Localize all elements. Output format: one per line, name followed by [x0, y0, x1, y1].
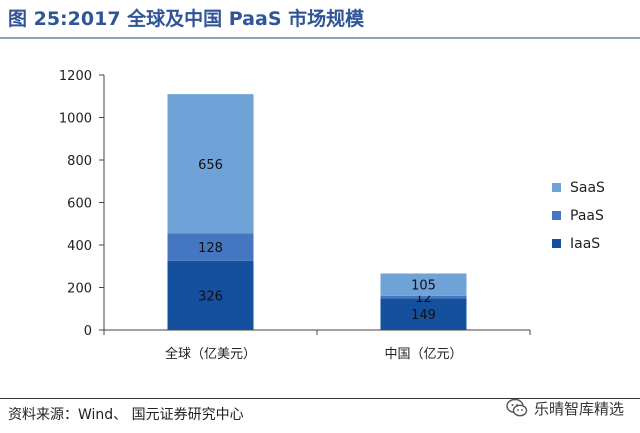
chart-legend: SaaS PaaS IaaS	[552, 180, 605, 252]
wechat-icon	[506, 398, 528, 417]
legend-label-iaas: IaaS	[570, 236, 600, 252]
bar-paas-2	[380, 295, 467, 299]
source-note: 资料来源：Wind、 国元证券研究中心	[8, 407, 244, 423]
stacked-bar-chart: 0 200 400 600 800 1000 1200 全球（亿美元） 中国（亿元） 326 12…	[59, 69, 605, 362]
legend-swatch-paas	[552, 211, 561, 220]
bar-saas-2	[380, 273, 467, 296]
legend-label-paas: PaaS	[570, 208, 604, 224]
y-tick-label: 0	[84, 324, 92, 339]
bar-iaas-1	[167, 260, 254, 330]
y-tick-label: 1200	[59, 69, 92, 84]
bar-iaas-2	[380, 298, 467, 330]
data-label-paas-1: 128	[198, 241, 223, 256]
chart-axes: 0 200 400 600 800 1000 1200 全球（亿美元） 中国（亿元）	[59, 69, 531, 362]
bar-saas-1	[167, 94, 254, 234]
y-tick-label: 600	[67, 197, 92, 212]
y-tick-label: 200	[67, 282, 92, 297]
bar-paas-1	[167, 233, 254, 261]
x-tick-label: 全球（亿美元）	[165, 346, 256, 362]
legend-label-saas: SaaS	[570, 180, 605, 196]
data-label-iaas-2: 149	[411, 308, 436, 323]
data-label-saas-2: 105	[411, 279, 436, 294]
y-tick-label: 800	[67, 154, 92, 169]
y-tick-label: 400	[67, 239, 92, 254]
legend-swatch-saas	[552, 183, 561, 192]
footer-divider	[0, 398, 640, 399]
legend-swatch-iaas	[552, 239, 561, 248]
watermark: 乐晴智库精选	[506, 397, 624, 419]
watermark-label: 乐晴智库精选	[533, 399, 624, 418]
y-tick-label: 1000	[59, 112, 92, 127]
data-label-saas-1: 656	[198, 158, 223, 173]
data-label-iaas-1: 326	[198, 289, 223, 304]
title-divider	[0, 37, 640, 39]
x-tick-label: 中国（亿元）	[384, 347, 462, 362]
page-title: 图 25:2017 全球及中国 PaaS 市场规模	[8, 8, 365, 30]
